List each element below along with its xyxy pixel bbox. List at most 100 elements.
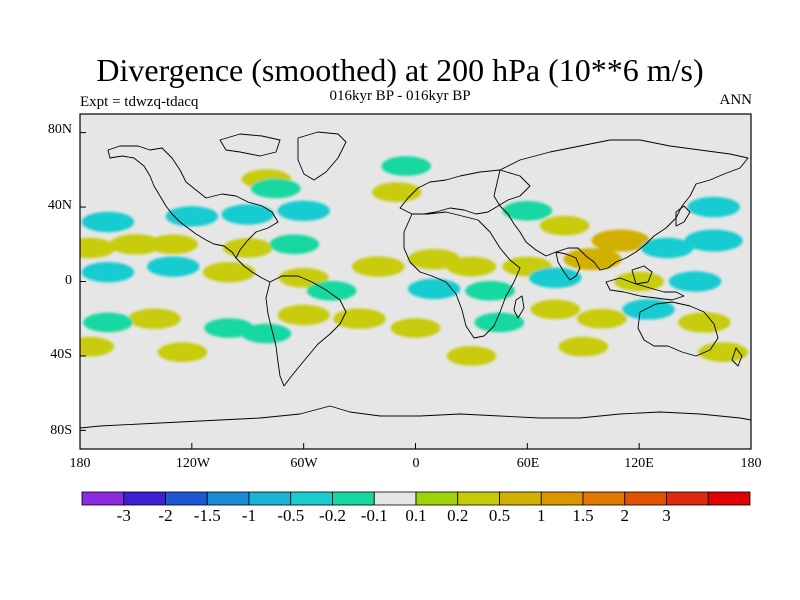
field-cell-47 — [698, 342, 748, 363]
colorbar-label-9: 0.5 — [488, 506, 511, 525]
lat-tick-80n: 80N — [47, 122, 72, 137]
field-cell-5 — [221, 204, 274, 225]
coastline-antarctica — [80, 405, 751, 429]
colorbar-label-13: 3 — [662, 506, 671, 525]
colorbar-label-8: 0.2 — [447, 506, 469, 525]
colorbar-box-4 — [248, 491, 292, 506]
field-cell-50 — [381, 156, 431, 176]
field-cell-39 — [80, 336, 115, 357]
coastline-africa — [403, 211, 521, 339]
coastline-europe — [399, 169, 531, 215]
lon-tick-180w: 180 — [69, 456, 91, 471]
field-cell-41 — [241, 323, 292, 344]
field-cell-15 — [407, 248, 461, 270]
field-cell-40 — [157, 342, 208, 363]
field-cell-10 — [222, 238, 273, 258]
coastlines — [80, 131, 751, 429]
colorbar-label-0: -3 — [116, 506, 131, 525]
lon-tick-120w: 120W — [175, 456, 211, 471]
coastline-greenland — [297, 131, 347, 181]
colorbar-label-11: 1.5 — [572, 506, 594, 525]
field-cell-35 — [277, 304, 330, 326]
field-cell-27 — [687, 196, 740, 218]
colorbar-box-13 — [624, 491, 667, 506]
field-cell-18 — [465, 281, 515, 301]
coastline-india — [555, 251, 581, 281]
field-cell-28 — [678, 312, 731, 333]
field-cell-36 — [204, 318, 254, 338]
field-cell-3 — [81, 211, 135, 233]
field-cell-29 — [622, 299, 675, 320]
field-cell-20 — [529, 267, 582, 288]
field-cell-49 — [250, 178, 301, 199]
field-cell-32 — [474, 312, 525, 333]
axis-ticks — [79, 132, 752, 449]
field-cell-17 — [446, 256, 497, 277]
field-cell-23 — [614, 271, 664, 292]
lat-tick-80s: 80S — [50, 423, 72, 438]
colorbar-box-0 — [81, 491, 125, 506]
colorbar-box-8 — [415, 491, 459, 506]
coastline-new-zealand — [731, 347, 743, 367]
coastline-south-america — [265, 275, 347, 387]
colorbar-box-5 — [290, 491, 333, 506]
colorbar-box-14 — [666, 491, 709, 506]
colorbar-box-12 — [582, 491, 626, 506]
field-cell-38 — [83, 312, 133, 333]
field-cell-14 — [352, 256, 405, 277]
coastline-north-america — [107, 145, 279, 259]
field-cell-44 — [539, 215, 590, 236]
coastline-central-america — [235, 257, 271, 283]
plot-subtitle: 016kyr BP - 016kyr BP — [329, 88, 471, 104]
coastline-arctic-islands — [219, 133, 281, 157]
field-cell-12 — [278, 267, 329, 288]
colorbar-label-5: -0.2 — [319, 506, 346, 525]
lon-tick-120e: 120E — [624, 456, 654, 471]
field-cell-45 — [446, 346, 497, 366]
field-cell-34 — [333, 308, 386, 329]
experiment-label: Expt = tdwzq-tdacq — [80, 94, 199, 110]
coastline-madagascar — [513, 295, 525, 319]
season-label: ANN — [719, 92, 753, 108]
field-cell-33 — [390, 318, 441, 338]
field-cell-2 — [148, 234, 198, 255]
colorbar-label-4: -0.5 — [277, 506, 305, 525]
lon-tick-180e: 180 — [740, 456, 762, 471]
lon-tick-0: 0 — [412, 456, 420, 471]
lat-tick-40n: 40N — [47, 198, 72, 213]
colorbar-box-1 — [123, 491, 166, 506]
colorbar-label-6: -0.1 — [360, 506, 388, 525]
field-cell-4 — [165, 206, 219, 227]
field-cell-0 — [80, 237, 116, 259]
lon-tick-60w: 60W — [290, 456, 318, 471]
coastline-borneo — [631, 265, 653, 285]
divergence-field — [80, 156, 748, 366]
field-cell-30 — [577, 308, 627, 329]
field-cell-25 — [684, 229, 743, 252]
field-cell-37 — [128, 308, 181, 329]
colorbar-label-12: 2 — [620, 506, 630, 525]
field-cell-26 — [668, 271, 722, 292]
colorbar-box-10 — [499, 491, 542, 506]
field-cell-22 — [591, 229, 650, 252]
field-cell-43 — [502, 200, 553, 221]
field-cell-24 — [640, 237, 694, 259]
colorbar-label-3: -1 — [241, 506, 257, 525]
coastline-japan — [675, 205, 691, 227]
lat-tick-0: 0 — [65, 273, 72, 288]
colorbar-box-3 — [206, 491, 250, 506]
field-cell-46 — [558, 336, 609, 357]
colorbar-box-7 — [373, 491, 417, 506]
colorbar-box-11 — [540, 491, 584, 506]
field-cell-1 — [109, 234, 163, 255]
lat-tick-40s: 40S — [50, 347, 72, 362]
field-cell-9 — [202, 261, 256, 283]
colorbar-label-2: -1.5 — [193, 506, 221, 525]
plot-title: Divergence (smoothed) at 200 hPa (10**6 … — [96, 52, 704, 88]
colorbar-label-1: -2 — [158, 506, 173, 525]
field-cell-8 — [146, 256, 200, 277]
colorbar-label-7: 0.1 — [405, 506, 427, 525]
coastline-australia — [637, 301, 719, 357]
